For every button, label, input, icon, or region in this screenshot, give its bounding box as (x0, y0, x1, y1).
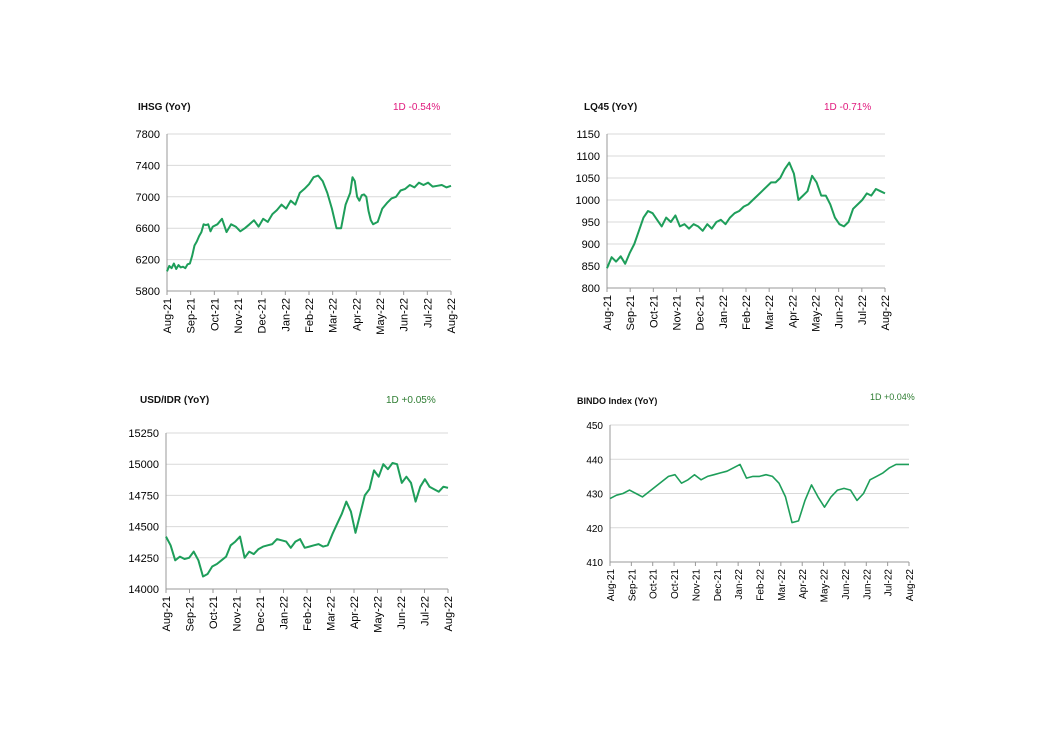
x-tick-label: Dec-21 (713, 569, 724, 602)
x-tick-label: May-22 (820, 569, 831, 603)
y-tick-label: 850 (582, 261, 600, 273)
y-tick-label: 14750 (128, 490, 159, 502)
y-tick-label: 430 (586, 490, 603, 501)
y-tick-label: 440 (586, 455, 603, 466)
chart-title: USD/IDR (YoY) (140, 395, 210, 406)
x-tick-label: Jan-22 (279, 596, 291, 630)
daily-change-label: 1D +0.04% (870, 392, 915, 402)
y-tick-label: 420 (586, 524, 603, 535)
x-tick-label: Oct-21 (208, 596, 220, 629)
y-tick-label: 410 (586, 558, 603, 569)
y-tick-label: 800 (582, 283, 600, 295)
x-tick-label: Apr-22 (349, 596, 361, 629)
y-tick-label: 1150 (576, 129, 600, 141)
y-tick-label: 1100 (576, 151, 600, 163)
x-tick-label: Oct-21 (649, 569, 660, 599)
x-tick-label: Dec-21 (257, 298, 269, 333)
x-tick-label: Apr-22 (787, 295, 799, 328)
x-tick-label: Feb-22 (302, 596, 314, 631)
daily-change-label: 1D +0.05% (386, 395, 436, 406)
x-tick-label: Sep-21 (185, 596, 197, 631)
x-tick-label: Mar-22 (764, 295, 776, 330)
daily-change-label: 1D -0.71% (824, 102, 872, 113)
x-tick-label: Jul-22 (420, 596, 432, 626)
x-tick-label: Mar-22 (777, 569, 788, 601)
x-tick-label: Jan-22 (280, 298, 292, 332)
x-tick-label: Sep-21 (625, 295, 637, 330)
y-tick-label: 7400 (136, 160, 160, 172)
y-tick-label: 14250 (128, 553, 159, 565)
x-tick-label: Apr-22 (351, 298, 363, 331)
x-tick-label: Jul-22 (857, 295, 869, 325)
y-tick-label: 15250 (128, 428, 159, 440)
x-tick-label: Aug-22 (905, 569, 916, 602)
y-tick-label: 14500 (128, 522, 159, 534)
daily-change-label: 1D -0.54% (393, 102, 441, 113)
x-tick-label: Mar-22 (328, 298, 340, 333)
series-line (166, 174, 452, 272)
x-tick-label: Jan-22 (718, 295, 730, 329)
x-tick-label: May-22 (811, 295, 823, 332)
y-tick-label: 7800 (136, 129, 160, 141)
x-tick-label: Jun-22 (399, 298, 411, 332)
x-tick-label: May-22 (373, 596, 385, 633)
x-tick-label: Sep-21 (186, 298, 198, 333)
y-tick-label: 1000 (576, 195, 600, 207)
x-tick-label: Dec-21 (695, 295, 707, 330)
x-tick-label: Aug-22 (446, 298, 458, 333)
y-tick-label: 6600 (136, 223, 160, 235)
chart-title: BINDO Index (YoY) (577, 396, 658, 406)
x-tick-label: May-22 (375, 298, 387, 335)
y-tick-label: 450 (586, 421, 603, 432)
y-tick-label: 15000 (128, 459, 159, 471)
x-tick-label: Mar-22 (326, 596, 338, 631)
x-tick-label: Aug-22 (443, 596, 455, 631)
y-tick-label: 14000 (128, 584, 159, 596)
x-tick-label: Aug-22 (880, 295, 892, 330)
x-tick-label: Oct-21 (648, 295, 660, 328)
x-tick-label: Jul-22 (422, 298, 434, 328)
y-tick-label: 950 (582, 217, 600, 229)
x-tick-label: Oct-21 (670, 569, 681, 599)
x-tick-label: Nov-21 (672, 295, 684, 330)
x-tick-label: Nov-21 (691, 569, 702, 602)
x-tick-label: Aug-21 (162, 298, 174, 333)
x-tick-label: Aug-21 (161, 596, 173, 631)
x-tick-label: Nov-21 (233, 298, 245, 333)
x-tick-label: Nov-21 (232, 596, 244, 631)
x-tick-label: Jun-22 (834, 295, 846, 329)
x-tick-label: Jun-22 (841, 569, 852, 600)
x-tick-label: Dec-21 (255, 596, 267, 631)
series-line (606, 161, 886, 269)
x-tick-label: Aug-21 (606, 569, 617, 602)
y-tick-label: 6200 (136, 255, 160, 267)
y-tick-label: 900 (582, 239, 600, 251)
x-tick-label: Feb-22 (741, 295, 753, 330)
x-tick-label: Jun-22 (396, 596, 408, 630)
series-line (609, 463, 909, 524)
y-tick-label: 5800 (136, 286, 160, 298)
x-tick-label: Aug-21 (602, 295, 614, 330)
x-tick-label: Feb-22 (756, 569, 767, 601)
x-tick-label: Feb-22 (304, 298, 316, 333)
x-tick-label: Jan-22 (734, 569, 745, 600)
x-tick-label: Oct-21 (209, 298, 221, 331)
chart-title: LQ45 (YoY) (584, 102, 638, 113)
x-tick-label: Sep-21 (627, 569, 638, 602)
x-tick-label: Jun-22 (862, 569, 873, 600)
chart-title: IHSG (YoY) (138, 102, 191, 113)
y-tick-label: 1050 (576, 173, 600, 185)
x-tick-label: Jul-22 (884, 569, 895, 597)
x-tick-label: Apr-22 (798, 569, 809, 599)
y-tick-label: 7000 (136, 192, 160, 204)
series-line (165, 462, 449, 578)
